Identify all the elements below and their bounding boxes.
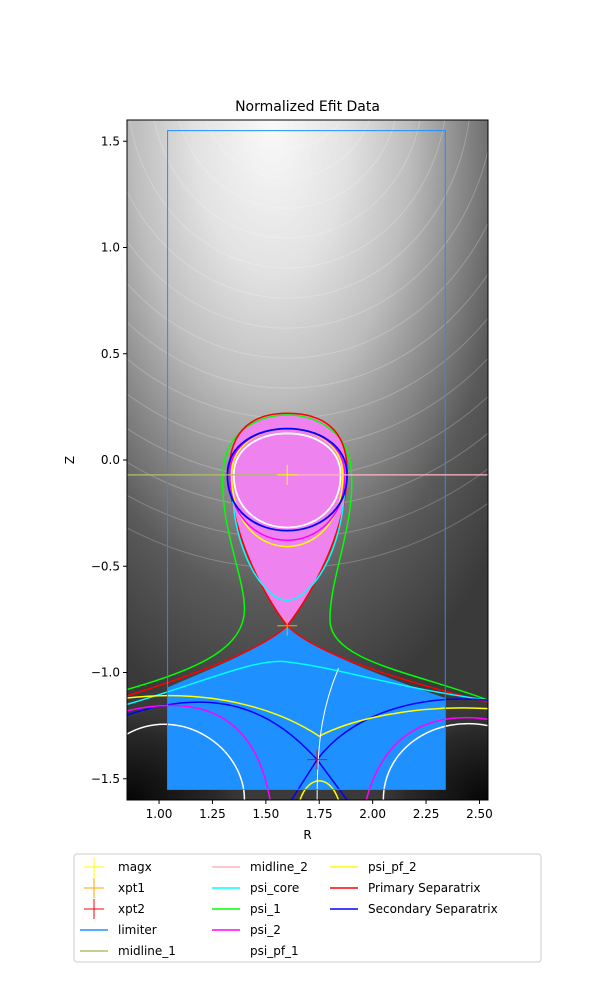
y-axis-ticks: 1.5 1.0 0.5 0.0 −0.5 −1.0 −1.5 xyxy=(91,134,127,786)
psi-core-open-curve xyxy=(127,660,488,706)
psi-pf-2-bottom-curve xyxy=(299,780,340,800)
legend-label: psi_pf_1 xyxy=(250,944,299,958)
marker-xpt2 xyxy=(307,749,328,770)
contour-band xyxy=(127,222,488,359)
legend-entry-xpt2: xpt2 xyxy=(84,899,145,919)
primary-separatrix-core xyxy=(228,412,348,627)
contour-band xyxy=(127,273,488,389)
legend-entry-xpt1: xpt1 xyxy=(84,878,145,898)
legend-entry-psi_2: psi_2 xyxy=(212,923,281,937)
contour-band xyxy=(204,120,371,179)
divertor-leg-line xyxy=(316,668,339,800)
contour-band xyxy=(129,120,446,269)
legend-entry-psi_pf_2: psi_pf_2 xyxy=(330,860,417,874)
y-tick-label: −1.0 xyxy=(91,666,120,680)
psi-2-lower-right-curve xyxy=(365,716,488,800)
x-tick-label: 1.00 xyxy=(146,807,173,821)
legend-entry-psi_1: psi_1 xyxy=(212,902,281,916)
psi-core-curve xyxy=(230,476,346,602)
x-tick-label: 2.25 xyxy=(413,807,440,821)
limiter-outline xyxy=(167,130,446,790)
legend-label: xpt1 xyxy=(118,881,145,895)
y-tick-label: −1.5 xyxy=(91,772,120,786)
chart-title: Normalized Efit Data xyxy=(235,99,380,115)
contour-band xyxy=(127,120,470,299)
psi-1-curve xyxy=(127,414,488,701)
contour-band xyxy=(232,120,343,149)
legend-entry-secondary-separatrix: Secondary Separatrix xyxy=(330,902,498,916)
legend-label: magx xyxy=(118,860,152,874)
y-tick-label: 0.0 xyxy=(101,453,120,467)
legend-label: Secondary Separatrix xyxy=(368,902,498,916)
y-tick-label: 0.5 xyxy=(101,347,120,361)
y-tick-label: 1.5 xyxy=(101,134,120,148)
x-tick-label: 1.25 xyxy=(199,807,226,821)
legend-label: midline_1 xyxy=(118,944,176,958)
legend-label: Primary Separatrix xyxy=(368,881,481,895)
legend-label: limiter xyxy=(118,923,157,937)
psi-2-lower-left-curve xyxy=(127,704,271,800)
legend-label: xpt2 xyxy=(118,902,145,916)
x-tick-label: 1.75 xyxy=(306,807,333,821)
legend-label: psi_1 xyxy=(250,902,281,916)
psi-pf-1-lower-right-curve xyxy=(382,722,488,800)
legend-frame xyxy=(73,853,542,963)
legend-entry-midline_2: midline_2 xyxy=(212,860,308,874)
contour-band xyxy=(178,120,396,209)
y-tick-label: −0.5 xyxy=(91,559,120,573)
y-tick-label: 1.0 xyxy=(101,241,120,255)
private-flux-region xyxy=(167,625,446,790)
legend-label: psi_pf_2 xyxy=(368,860,417,874)
x-axis-ticks: 1.00 1.25 1.50 1.75 2.00 2.25 2.50 xyxy=(146,800,493,821)
point-markers xyxy=(277,464,328,770)
flux-surfaces xyxy=(127,130,488,800)
x-tick-label: 2.00 xyxy=(359,807,386,821)
legend-entry-primary-separatrix: Primary Separatrix xyxy=(330,881,481,895)
legend-entry-psi_core: psi_core xyxy=(212,881,299,895)
legend: magxxpt1xpt2limitermidline_1midline_2psi… xyxy=(73,853,542,963)
contour-band xyxy=(153,120,421,239)
y-axis-label: Z xyxy=(63,456,77,464)
legend-entry-magx: magx xyxy=(84,857,152,877)
core-region xyxy=(229,413,348,626)
contour-band xyxy=(127,148,488,329)
x-axis-label: R xyxy=(303,828,311,842)
marker-xpt1 xyxy=(277,615,298,636)
legend-entry-limiter: limiter xyxy=(80,923,157,937)
legend-entry-midline_1: midline_1 xyxy=(80,944,176,958)
legend-label: psi_2 xyxy=(250,923,281,937)
x-tick-label: 1.50 xyxy=(252,807,279,821)
marker-magx xyxy=(277,464,298,485)
legend-label: psi_core xyxy=(250,881,299,895)
legend-entry-psi_pf_1: psi_pf_1 xyxy=(212,944,299,958)
psi-pf-2-lower-curve xyxy=(127,694,488,738)
plot-area xyxy=(127,120,488,800)
psi-pf-1-lower-left-curve xyxy=(127,723,246,800)
x-tick-label: 2.50 xyxy=(466,807,493,821)
legend-label: midline_2 xyxy=(250,860,308,874)
